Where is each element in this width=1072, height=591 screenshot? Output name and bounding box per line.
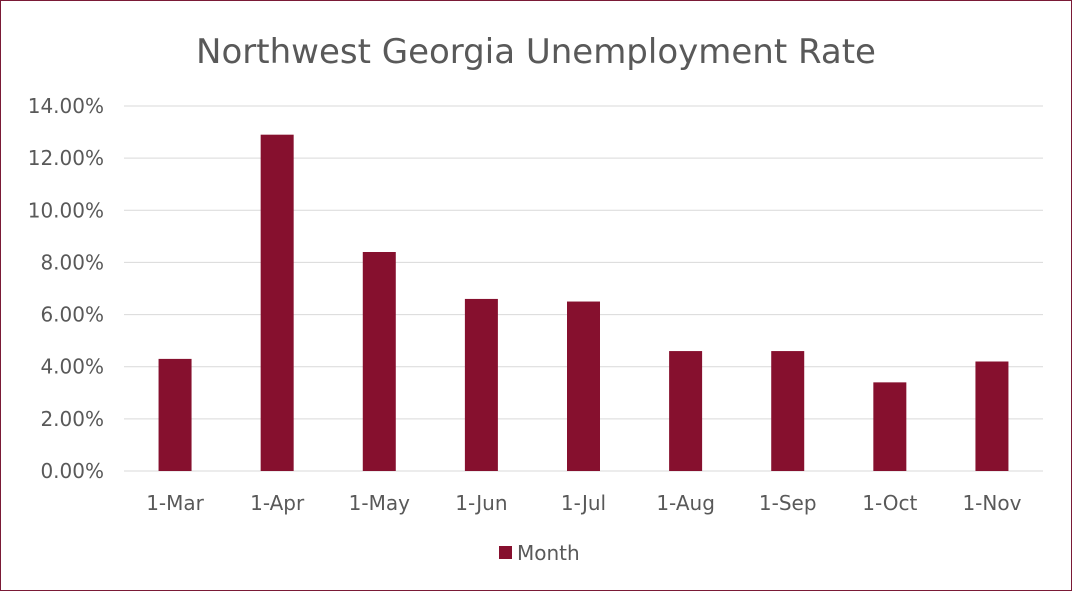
bar-1-nov xyxy=(975,361,1009,471)
bar-1-oct xyxy=(873,382,907,471)
legend-swatch xyxy=(499,546,512,559)
x-axis-tick-labels: 1-Mar 1-Apr 1-May 1-Jun 1-Jul 1-Aug 1-Sep 1-Oct… xyxy=(146,491,1021,515)
bar-1-aug xyxy=(669,351,703,471)
x-tick-label: 1-Oct xyxy=(862,491,917,515)
x-tick-label: 1-Apr xyxy=(250,491,305,515)
y-tick-label: 8.00% xyxy=(40,250,104,274)
y-tick-label: 6.00% xyxy=(40,303,104,327)
chart-title: Northwest Georgia Unemployment Rate xyxy=(196,32,876,72)
bars xyxy=(158,134,1009,471)
y-tick-label: 14.00% xyxy=(28,94,104,118)
y-tick-label: 0.00% xyxy=(40,459,104,483)
x-tick-label: 1-May xyxy=(349,491,410,515)
x-tick-label: 1-Jun xyxy=(455,491,507,515)
legend-label: Month xyxy=(517,541,580,565)
legend: Month xyxy=(499,541,580,565)
y-tick-label: 10.00% xyxy=(28,198,104,222)
x-tick-label: 1-Mar xyxy=(146,491,204,515)
x-tick-label: 1-Aug xyxy=(656,491,715,515)
x-tick-label: 1-Jul xyxy=(561,491,606,515)
y-tick-label: 12.00% xyxy=(28,146,104,170)
y-tick-label: 2.00% xyxy=(40,407,104,431)
bar-1-mar xyxy=(158,358,192,471)
bar-1-jun xyxy=(464,298,498,471)
bar-1-sep xyxy=(771,351,805,471)
bar-1-apr xyxy=(260,134,294,471)
y-axis-tick-labels: 0.00% 2.00% 4.00% 6.00% 8.00% 10.00% 12.00% 14.… xyxy=(28,94,104,483)
x-tick-label: 1-Nov xyxy=(962,491,1021,515)
x-tick-label: 1-Sep xyxy=(759,491,817,515)
bar-1-may xyxy=(362,252,396,471)
bar-1-jul xyxy=(567,301,600,471)
y-tick-label: 4.00% xyxy=(40,355,104,379)
